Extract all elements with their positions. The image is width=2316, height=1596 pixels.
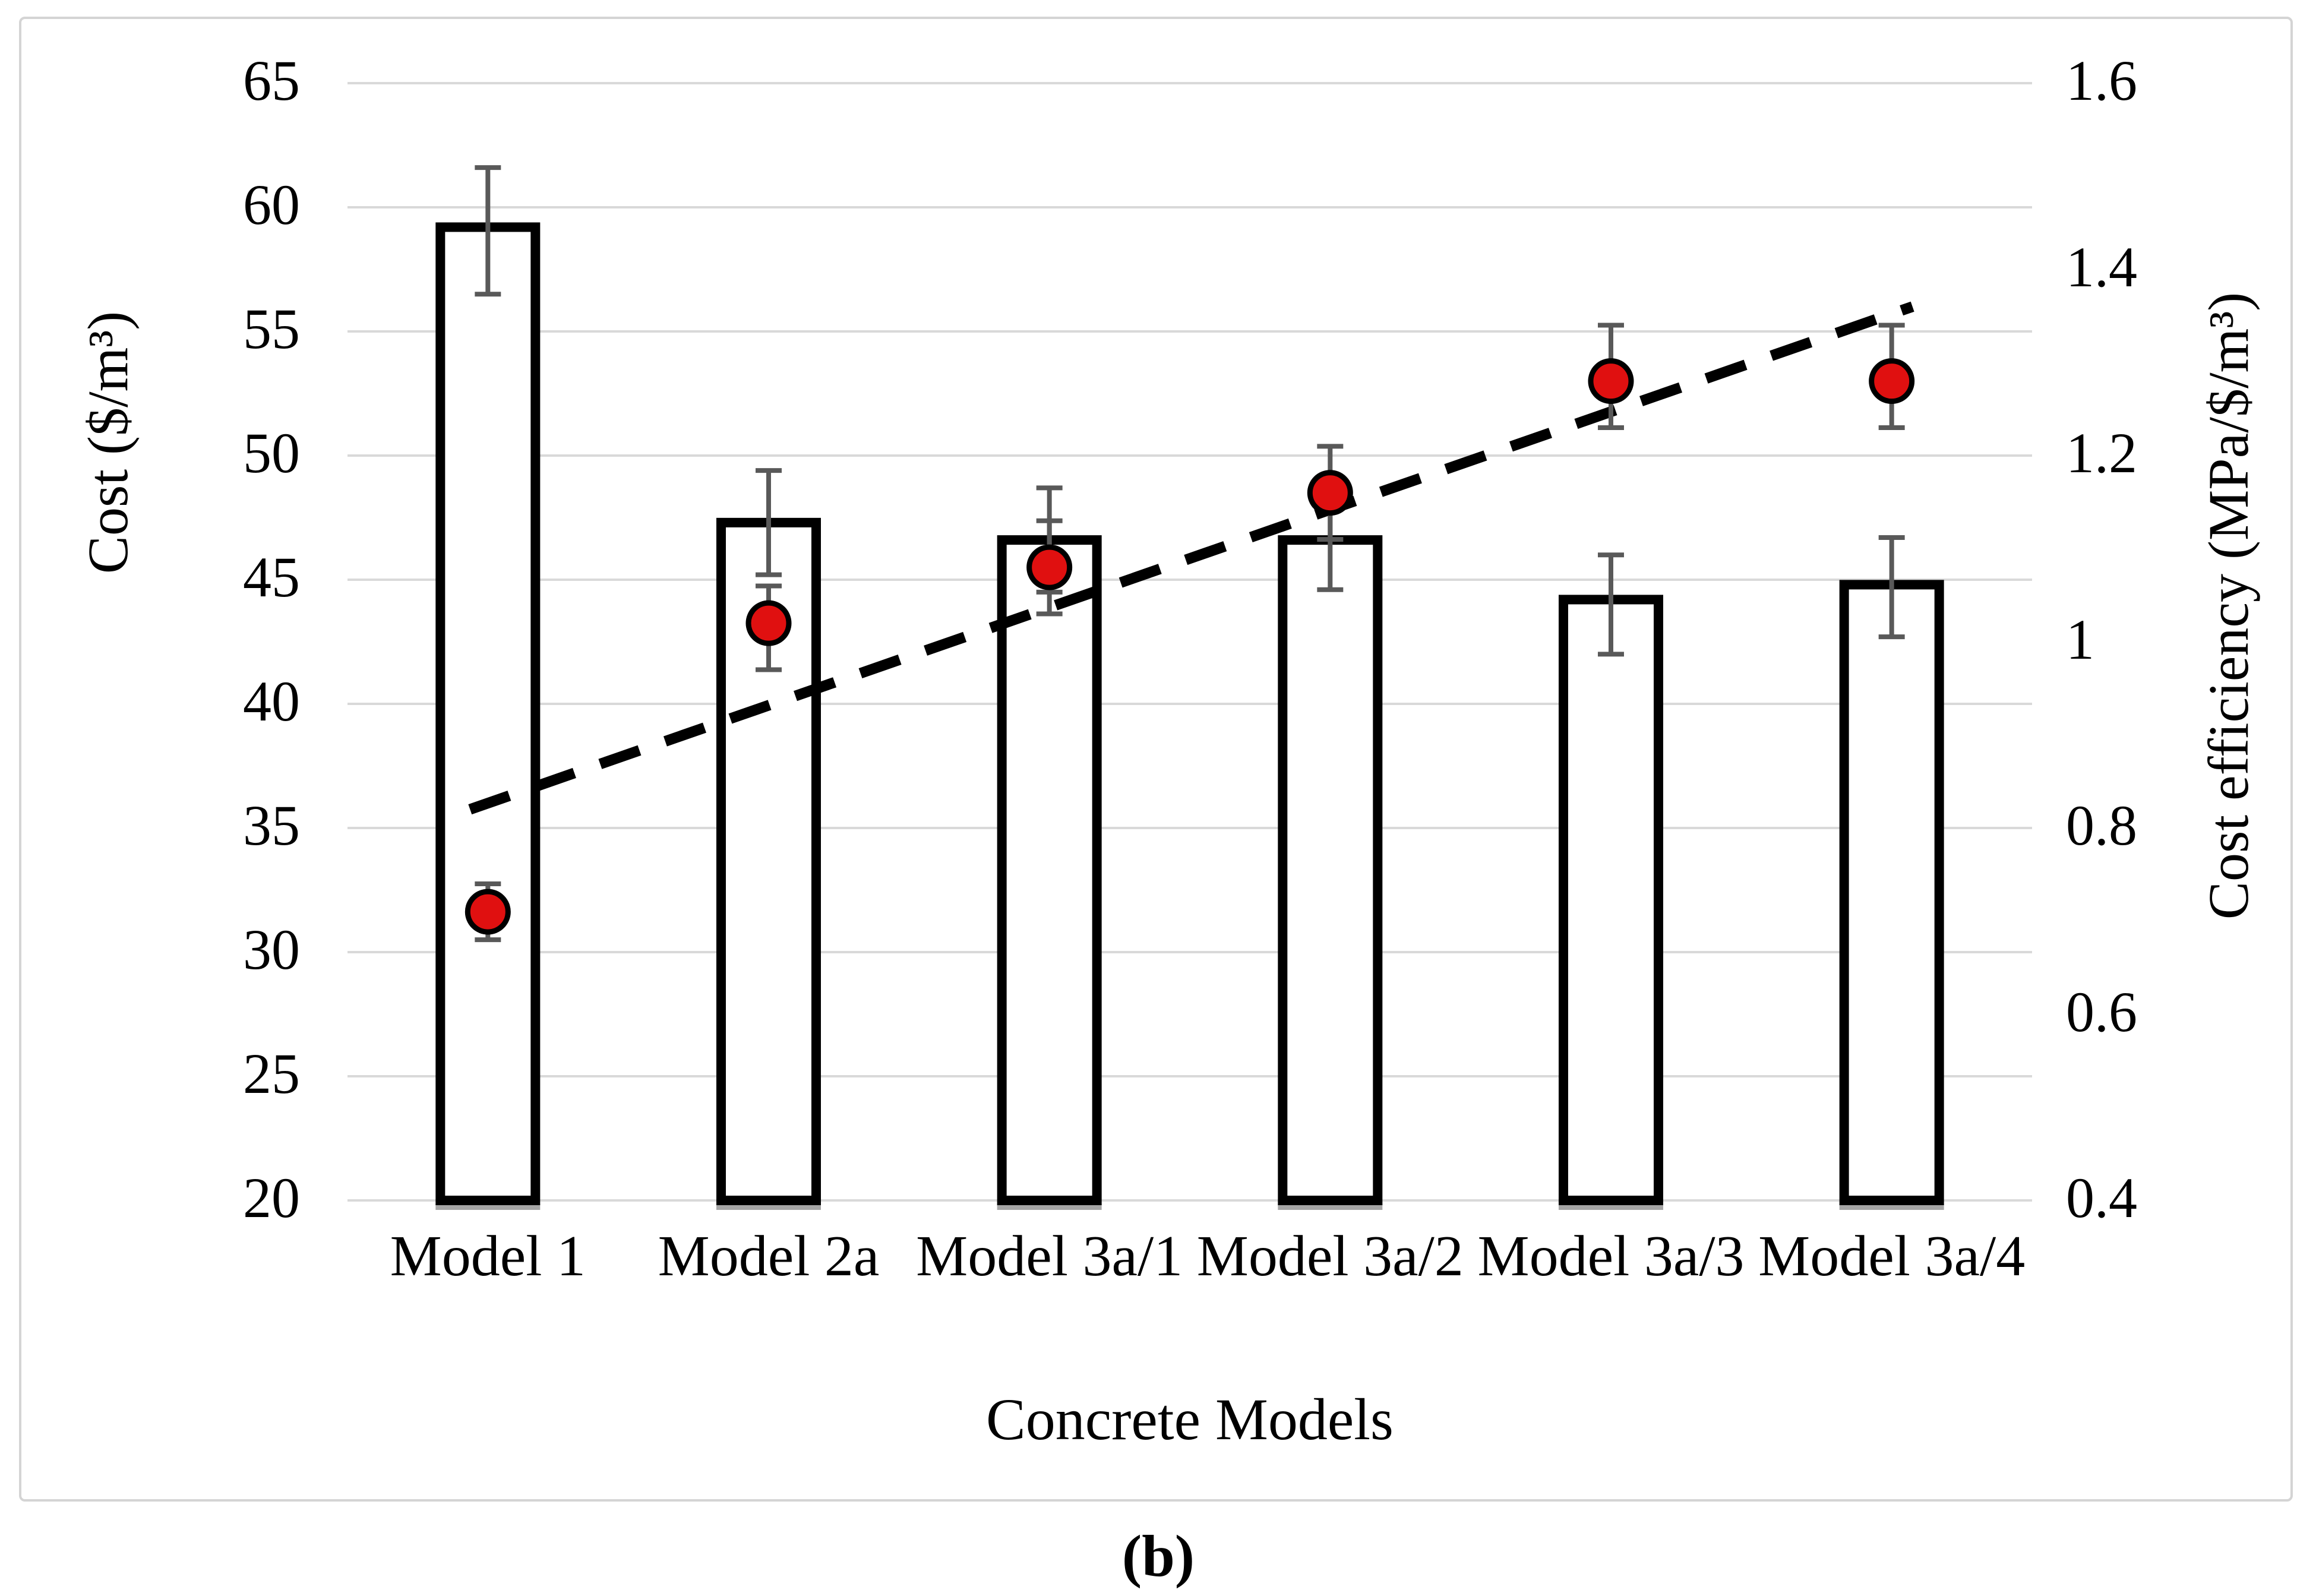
- left-axis-tick-label: 45: [243, 545, 300, 609]
- right-axis-tick-label: 0.8: [2066, 794, 2137, 857]
- scatter-point: [465, 889, 511, 935]
- left-axis-tick-label: 35: [243, 794, 300, 857]
- category-label: Model 2a: [658, 1224, 880, 1288]
- bar-baseline-shadow: [1559, 1204, 1663, 1210]
- left-axis-tick-label: 50: [243, 421, 300, 485]
- bar-baseline-shadow: [435, 1204, 541, 1210]
- category-label: Model 3a/4: [1758, 1224, 2026, 1288]
- left-axis-tick-label: 60: [243, 173, 300, 236]
- bar-baseline-shadow: [716, 1204, 821, 1210]
- bar-baseline-shadow: [1278, 1204, 1383, 1210]
- bar: [1839, 580, 1944, 1205]
- bar: [1278, 535, 1383, 1205]
- figure-caption: (b): [1121, 1523, 1195, 1589]
- left-axis-tick-label: 25: [243, 1042, 300, 1105]
- scatter-point: [1307, 470, 1353, 516]
- left-axis-tick-label: 65: [243, 49, 300, 112]
- x-axis-title: Concrete Models: [986, 1386, 1394, 1452]
- right-axis-tick-label: 1.4: [2066, 235, 2137, 299]
- left-axis-tick-label: 55: [243, 297, 300, 361]
- category-label: Model 3a/3: [1477, 1224, 1745, 1288]
- category-label: Model 3a/2: [1196, 1224, 1464, 1288]
- left-axis-tick-label: 40: [243, 669, 300, 733]
- right-axis-title: Cost efficiency (MPa/$/m³): [2197, 292, 2260, 920]
- right-axis-tick-label: 1.2: [2066, 421, 2137, 485]
- left-axis-title: Cost ($/m³): [76, 311, 140, 574]
- scatter-point: [1588, 358, 1634, 404]
- right-axis-tick-label: 0.4: [2066, 1166, 2137, 1230]
- right-axis-tick-label: 1.6: [2066, 49, 2137, 112]
- category-label: Model 1: [390, 1224, 586, 1288]
- bar-baseline-shadow: [1839, 1204, 1944, 1210]
- right-axis-tick-label: 0.6: [2066, 979, 2137, 1044]
- trendline: [468, 301, 1914, 815]
- right-axis-tick-label: 1: [2066, 607, 2094, 671]
- scatter-point: [1869, 358, 1915, 404]
- bar-baseline-shadow: [997, 1204, 1102, 1210]
- left-axis-tick-label: 30: [243, 918, 300, 981]
- bar: [1559, 595, 1663, 1205]
- left-axis-tick-label: 20: [243, 1166, 300, 1230]
- scatter-point: [1026, 544, 1073, 590]
- bar: [997, 535, 1102, 1205]
- category-label: Model 3a/1: [916, 1224, 1183, 1288]
- scatter-point: [745, 600, 792, 646]
- bar: [435, 222, 541, 1206]
